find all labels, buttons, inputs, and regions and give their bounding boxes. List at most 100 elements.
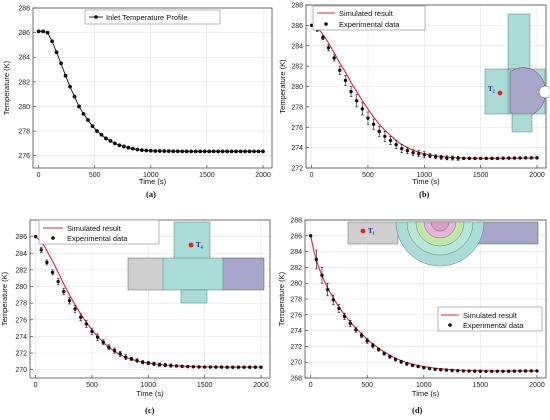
data-point-experimental [174,364,179,368]
data-point-experimental [349,89,353,94]
data-point-experimental [450,156,455,160]
data-point-experimental [355,99,359,103]
x-tick-label: 0 [310,172,314,179]
data-point [189,149,194,154]
geometry-inset-d: T₁ [347,221,539,267]
data-point [238,149,243,154]
data-point-experimental [118,352,122,356]
data-point-experimental [84,322,89,326]
data-point [135,147,140,152]
plot-frame [32,7,273,169]
data-point-experimental [478,369,483,373]
data-point-experimental [202,365,207,369]
data-point-experimental [214,365,218,369]
data-point [261,149,265,154]
x-tick-label: 0 [309,382,313,389]
data-point-experimental [518,369,522,373]
data-point-experimental [518,156,522,160]
data-point-experimental [394,142,398,147]
data-point-experimental [439,368,443,372]
panel-a: 0 500 1000 1500 2000 276 278 280 282 284 286 288 Tim… [2,6,273,199]
data-point-experimental [371,343,375,348]
x-tick-label: 0 [37,172,41,179]
inset-right-pipe-c [221,257,265,291]
y-tick-label: 280 [290,281,302,288]
data-point-experimental [444,368,449,372]
data-point [184,149,189,154]
x-tick-label: 2000 [255,172,271,179]
data-point [225,149,230,154]
data-point [126,145,131,150]
data-point-experimental [416,152,421,156]
y-tick-label: 284 [15,251,27,258]
data-point-experimental [410,363,415,368]
data-point-experimental [242,365,246,369]
data-point-experimental [152,362,156,366]
data-point-experimental [90,329,94,334]
data-point-experimental [39,248,43,252]
data-point-experimental [225,365,229,369]
y-tick-label: 280 [291,84,303,91]
data-point-experimental [146,361,151,365]
data-point [175,149,180,154]
data-point-experimental [399,360,403,364]
data-point-experimental [180,364,184,369]
data-point-experimental [456,369,460,373]
data-point-experimental [332,56,336,60]
data-point-experimental [354,328,358,332]
data-point-experimental [507,156,511,160]
x-tick-label: 2000 [529,382,545,389]
data-point-experimental [393,357,398,362]
y-tick-label: 282 [18,79,30,86]
sensor-dot-d [360,228,366,234]
y-tick-label: 282 [291,64,303,71]
data-point-experimental [163,363,167,367]
data-point-experimental [388,354,392,359]
y-tick-label: 276 [291,125,303,132]
data-point-experimental [473,156,477,161]
data-point-experimental [450,368,454,373]
data-point-experimental [428,154,432,158]
data-point [77,104,81,109]
data-point-experimental [95,335,100,339]
data-point-experimental [67,298,72,303]
legend-exp-label-c: Experimental data [67,234,128,243]
plot-area-b: 0 500 1000 1500 2000 272 274 276 278 280 282 284 286… [278,3,547,186]
sensor-label-c: T₄ [196,241,204,249]
data-point [45,30,50,35]
data-point [86,118,90,122]
data-point [50,39,54,44]
y-tick-label: 280 [15,284,27,291]
x-axis-label: Time (s) [412,177,440,186]
data-point-experimental [495,369,500,373]
data-point [211,149,216,154]
y-axis-label: Temperature (K) [278,59,287,114]
legend-sim-label-b: Simulated result [339,9,394,18]
data-point-experimental [512,156,517,160]
data-point-experimental [377,129,381,134]
data-point-experimental [208,365,212,369]
data-point-experimental [433,155,438,159]
x-tick-label: 2000 [529,172,545,179]
data-point-experimental [197,365,201,369]
y-tick-label: 274 [290,328,302,335]
x-tick-label: 1000 [416,382,432,389]
legend-marker-a [94,15,98,19]
data-point-experimental [405,148,410,153]
data-point [256,149,261,154]
data-point-experimental [461,369,466,373]
panel-label-b: (b) [419,189,430,199]
x-axis-label: Time (s) [139,177,167,186]
data-point-experimental [253,365,258,369]
legend-exp-marker-d [448,323,452,327]
data-point-experimental [157,362,162,367]
legend-sim-label-d: Simulated result [463,311,518,320]
inset-vertical-pipe-b [507,13,531,70]
inset-body-c [162,257,224,291]
data-point [139,148,144,153]
data-point-experimental [433,367,437,372]
y-tick-label: 288 [18,6,30,13]
data-point-experimental [169,363,173,368]
y-tick-label: 286 [290,233,302,240]
inset-vertical-pipe-c [173,221,211,263]
